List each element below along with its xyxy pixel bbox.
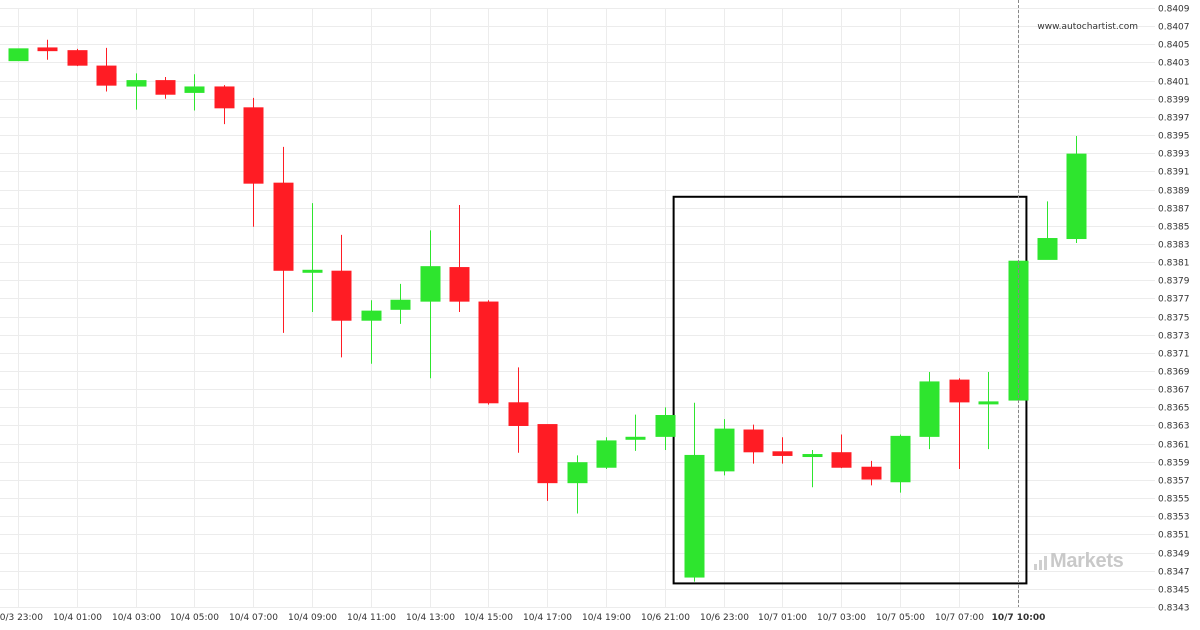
- candle-body: [96, 65, 117, 86]
- x-tick-label: 10/4 01:00: [53, 613, 102, 623]
- y-tick-label: 0.8359: [1158, 459, 1190, 469]
- y-tick-label: 0.8383: [1158, 241, 1190, 251]
- y-tick-label: 0.8385: [1158, 223, 1190, 233]
- candle-body: [831, 452, 852, 468]
- x-tick-label: 10/6 21:00: [641, 613, 690, 623]
- candle-body: [361, 310, 382, 321]
- candles: [8, 39, 1087, 582]
- x-tick-label: 10/4 03:00: [112, 613, 161, 623]
- watermark-text: www.autochartist.com: [1037, 22, 1138, 32]
- candle-body: [273, 182, 294, 271]
- y-tick-label: 0.8345: [1158, 586, 1190, 596]
- y-tick-label: 0.8409: [1158, 5, 1190, 15]
- candle-body: [919, 381, 940, 437]
- candle-body: [126, 80, 147, 87]
- x-tick-label: 10/7 07:00: [935, 613, 984, 623]
- y-tick-label: 0.8381: [1158, 259, 1190, 269]
- y-tick-label: 0.8393: [1158, 150, 1190, 160]
- candle-body: [949, 379, 970, 403]
- y-tick-label: 0.8371: [1158, 350, 1190, 360]
- y-tick-label: 0.8351: [1158, 531, 1190, 541]
- icmarkets-logo-icon: [1034, 554, 1047, 570]
- x-tick-label: 10/4 17:00: [523, 613, 572, 623]
- x-tick-label: 10/7 05:00: [876, 613, 925, 623]
- candle-body: [478, 301, 499, 404]
- y-tick-label: 0.8347: [1158, 568, 1190, 578]
- grid-lines: [0, 8, 1155, 608]
- candle-body: [508, 402, 529, 426]
- y-tick-label: 0.8379: [1158, 277, 1190, 287]
- candle-body: [155, 80, 176, 95]
- y-tick-label: 0.8357: [1158, 477, 1190, 487]
- candle-body: [890, 435, 911, 483]
- candle-body: [655, 415, 676, 437]
- candle-body: [390, 299, 411, 310]
- candle-body: [772, 451, 793, 456]
- y-tick-label: 0.8387: [1158, 205, 1190, 215]
- candle-body: [861, 466, 882, 480]
- y-tick-label: 0.8369: [1158, 368, 1190, 378]
- pattern-highlight-box: [672, 195, 1028, 585]
- y-tick-label: 0.8407: [1158, 23, 1190, 33]
- x-tick-label: 10/4 19:00: [582, 613, 631, 623]
- candle-body: [243, 107, 264, 184]
- y-tick-label: 0.8401: [1158, 78, 1190, 88]
- candle-body: [331, 270, 352, 321]
- y-tick-label: 0.8367: [1158, 386, 1190, 396]
- candle-body: [743, 429, 764, 453]
- y-tick-label: 0.8373: [1158, 332, 1190, 342]
- candle-body: [37, 47, 58, 52]
- y-tick-label: 0.8343: [1158, 604, 1190, 614]
- y-tick-label: 0.8361: [1158, 441, 1190, 451]
- y-tick-label: 0.8403: [1158, 59, 1190, 69]
- x-tick-label: 10/7 01:00: [758, 613, 807, 623]
- candle-body: [8, 48, 29, 62]
- candle-body: [302, 269, 323, 273]
- brand-logo: Markets: [1034, 550, 1124, 573]
- candle-body: [449, 267, 470, 302]
- candle-body: [567, 462, 588, 484]
- y-tick-label: 0.8363: [1158, 422, 1190, 432]
- candle-body: [684, 454, 705, 578]
- x-tick-label: 10/6 23:00: [700, 613, 749, 623]
- y-tick-label: 0.8405: [1158, 41, 1190, 51]
- y-tick-label: 0.8353: [1158, 513, 1190, 523]
- x-tick-label: 10/7 03:00: [817, 613, 866, 623]
- y-axis: 0.8409 0.8407 0.8405 0.8403 0.8401 0.8399 0.83…: [1158, 5, 1190, 614]
- x-tick-label: 10/7 10:00: [992, 613, 1046, 623]
- pattern-box: [672, 195, 1028, 585]
- y-tick-label: 0.8349: [1158, 550, 1190, 560]
- candle-body: [625, 436, 646, 440]
- candle-body: [1037, 238, 1058, 260]
- x-tick-label: 10/4 09:00: [288, 613, 337, 623]
- y-tick-label: 0.8395: [1158, 132, 1190, 142]
- y-tick-label: 0.8375: [1158, 314, 1190, 324]
- y-tick-label: 0.8389: [1158, 187, 1190, 197]
- y-tick-label: 0.8355: [1158, 495, 1190, 505]
- candle-body: [67, 50, 88, 66]
- x-tick-label: 10/4 07:00: [229, 613, 278, 623]
- x-tick-label: 10/4 05:00: [170, 613, 219, 623]
- candle-body: [714, 428, 735, 472]
- candle-body: [596, 440, 617, 468]
- x-tick-label: 10/3 23:00: [0, 613, 43, 623]
- brand-name: Markets: [1050, 550, 1124, 572]
- y-tick-label: 0.8391: [1158, 168, 1190, 178]
- y-tick-label: 0.8397: [1158, 114, 1190, 124]
- x-axis: 10/3 23:00 10/4 01:00 10/4 03:00 10/4 05:00…: [0, 613, 1045, 623]
- candle-body: [1066, 153, 1087, 240]
- candle-body: [420, 266, 441, 302]
- candle-body: [184, 86, 205, 93]
- x-tick-label: 10/4 15:00: [464, 613, 513, 623]
- x-tick-label: 10/4 11:00: [347, 613, 396, 623]
- candle-body: [802, 454, 823, 458]
- candle-body: [978, 401, 999, 405]
- candle-body: [214, 86, 235, 109]
- y-tick-label: 0.8365: [1158, 404, 1190, 414]
- y-tick-label: 0.8399: [1158, 96, 1190, 106]
- x-tick-label: 10/4 13:00: [406, 613, 455, 623]
- y-tick-label: 0.8377: [1158, 295, 1190, 305]
- candle-body: [537, 424, 558, 484]
